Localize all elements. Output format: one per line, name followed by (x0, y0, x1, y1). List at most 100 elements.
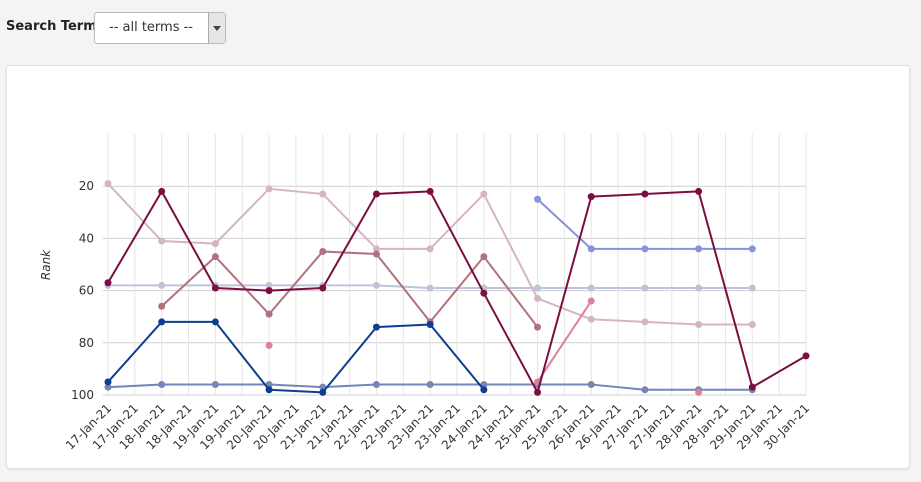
data-point (534, 388, 542, 396)
series-segment (268, 187, 323, 196)
series-segment (107, 182, 163, 242)
search-value: -- all terms -- (109, 20, 193, 35)
series-segment (591, 383, 646, 391)
series-segment (536, 198, 592, 250)
data-point (534, 294, 542, 302)
data-point (426, 187, 434, 195)
series-segment (268, 250, 324, 315)
data-point (265, 341, 273, 349)
data-point (480, 190, 488, 198)
series-segment (591, 193, 645, 198)
data-point (426, 381, 434, 389)
series-segment (269, 388, 323, 394)
series-segment (214, 188, 270, 245)
data-point (748, 321, 756, 329)
data-point (265, 287, 273, 295)
data-point (372, 190, 380, 198)
series-segment (429, 256, 485, 323)
series-segment (536, 300, 593, 383)
data-point (211, 284, 219, 292)
data-point (158, 381, 166, 389)
data-point (695, 245, 703, 253)
data-point (695, 187, 703, 195)
data-point (158, 318, 166, 326)
series-segment (269, 383, 323, 389)
data-point (587, 284, 595, 292)
data-point (641, 386, 649, 394)
data-point (641, 245, 649, 253)
y-tick-label: 60 (79, 284, 94, 298)
series-segment (751, 354, 807, 389)
series-segment (322, 250, 377, 256)
y-tick-label: 40 (79, 231, 94, 245)
data-point (158, 302, 166, 310)
data-point (587, 193, 595, 201)
data-point (104, 180, 112, 188)
data-point (802, 352, 810, 360)
data-point (534, 323, 542, 331)
data-point (695, 388, 703, 396)
data-point (372, 323, 380, 331)
series-segment (107, 321, 163, 383)
data-point (426, 284, 434, 292)
series-segment (322, 193, 378, 250)
data-point (748, 383, 756, 391)
series-segment (214, 321, 270, 391)
data-point (426, 321, 434, 329)
data-point (211, 253, 219, 261)
data-point (158, 187, 166, 195)
data-point (104, 279, 112, 287)
data-point (748, 284, 756, 292)
data-point (587, 245, 595, 253)
data-point (104, 383, 112, 391)
series-segment (322, 383, 377, 389)
series-segment (483, 256, 539, 328)
chart-card (6, 65, 910, 469)
series-segment (644, 320, 699, 326)
data-point (641, 318, 649, 326)
data-point (426, 245, 434, 253)
data-point (319, 190, 327, 198)
series-segment (591, 318, 645, 323)
data-point (265, 185, 273, 193)
data-point (641, 284, 649, 292)
search-select[interactable]: -- all terms -- (94, 12, 226, 44)
data-point (319, 247, 327, 255)
data-point (534, 195, 542, 203)
data-point (480, 253, 488, 261)
series-segment (107, 383, 162, 389)
data-point (158, 281, 166, 289)
y-tick-label: 20 (79, 179, 94, 193)
series-segment (107, 190, 163, 284)
search-label: Search Term: (6, 19, 102, 34)
series-segment (160, 190, 217, 289)
series-segment (429, 193, 485, 250)
data-point (372, 381, 380, 389)
series-segment (376, 323, 431, 329)
data-point (587, 381, 595, 389)
data-point (265, 281, 273, 289)
y-axis-label: Rank (39, 249, 53, 280)
data-point (211, 381, 219, 389)
series-segment (429, 190, 485, 294)
data-point (480, 386, 488, 394)
y-tick-label: 80 (79, 336, 94, 350)
series-segment (697, 191, 754, 388)
data-point (587, 315, 595, 323)
data-point (372, 281, 380, 289)
data-point (319, 284, 327, 292)
select-arrow (208, 13, 225, 43)
data-point (319, 388, 327, 396)
series-segment (536, 196, 593, 393)
data-point (748, 245, 756, 253)
data-point (587, 297, 595, 305)
data-point (372, 250, 380, 258)
data-point (695, 321, 703, 329)
data-point (211, 240, 219, 248)
data-point (104, 378, 112, 386)
series-segment (161, 255, 217, 307)
series-segment (376, 190, 431, 196)
series-segment (269, 286, 323, 292)
series-segment (482, 193, 539, 299)
